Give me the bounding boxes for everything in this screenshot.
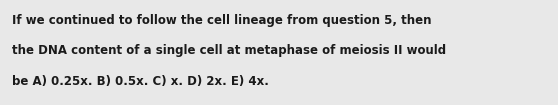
Text: If we continued to follow the cell lineage from question 5, then: If we continued to follow the cell linea… (12, 14, 432, 27)
Text: the DNA content of a single cell at metaphase of meiosis II would: the DNA content of a single cell at meta… (12, 44, 446, 57)
Text: be A) 0.25x. B) 0.5x. C) x. D) 2x. E) 4x.: be A) 0.25x. B) 0.5x. C) x. D) 2x. E) 4x… (12, 75, 269, 88)
